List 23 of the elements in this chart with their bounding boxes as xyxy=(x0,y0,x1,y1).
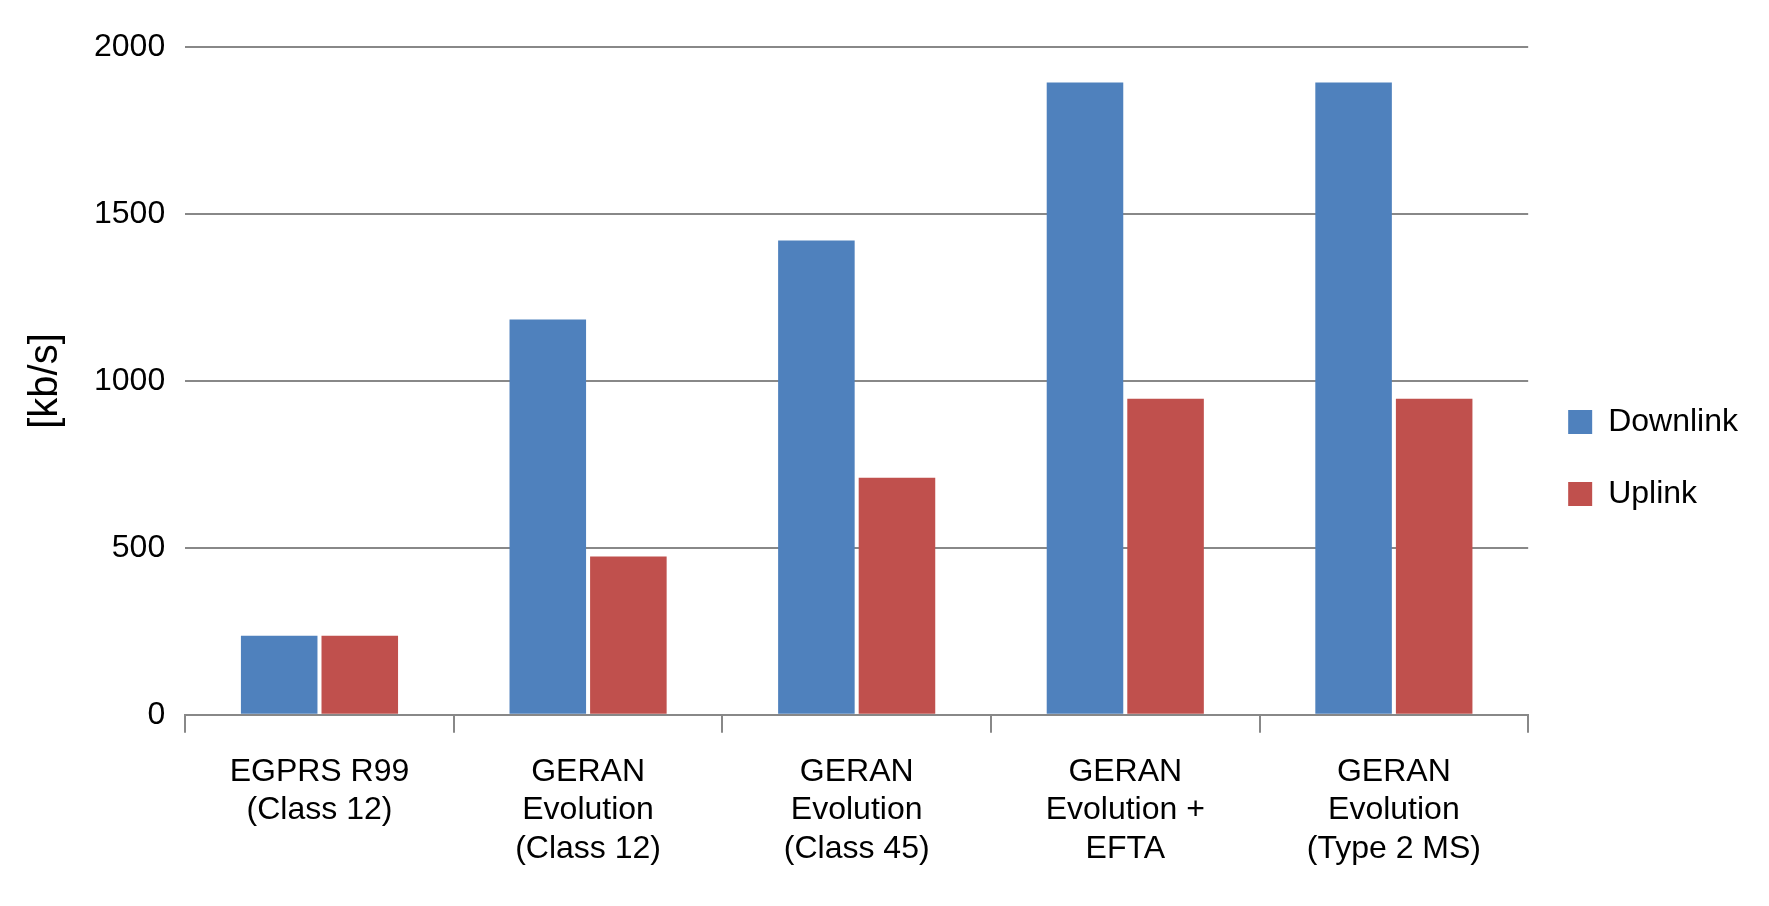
legend-label: Downlink xyxy=(1608,401,1739,438)
legend-label: Uplink xyxy=(1608,473,1699,510)
bar xyxy=(858,477,936,714)
bar xyxy=(778,240,855,714)
bar xyxy=(321,635,399,714)
bar xyxy=(1127,398,1204,714)
x-tick-label: GERAN Evolution + EFTA xyxy=(1045,751,1205,865)
bar xyxy=(1395,398,1473,714)
bar xyxy=(240,635,318,714)
bar xyxy=(509,319,587,714)
x-tick-label: GERAN Evolution (Type 2 MS) xyxy=(1306,751,1482,865)
y-tick-label: 2000 xyxy=(94,27,166,64)
bar xyxy=(1046,82,1124,714)
bar xyxy=(1315,82,1392,714)
y-tick-label: 1000 xyxy=(94,360,166,397)
y-tick-label: 500 xyxy=(111,527,166,564)
y-tick-label: 1500 xyxy=(94,193,166,230)
y-axis-title: [kb/s] xyxy=(21,333,66,429)
x-tick-label: GERAN Evolution (Class 12) xyxy=(515,751,661,865)
x-tick-label: GERAN Evolution (Class 45) xyxy=(783,751,930,865)
y-tick-label: 0 xyxy=(147,694,166,731)
bar xyxy=(590,556,667,714)
x-tick-label: EGPRS R99 (Class 12) xyxy=(229,751,410,827)
